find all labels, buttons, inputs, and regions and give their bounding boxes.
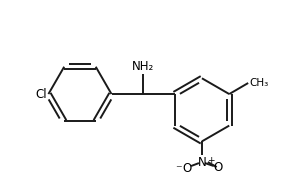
- Text: Cl: Cl: [36, 88, 47, 101]
- Text: +: +: [207, 156, 215, 165]
- Text: O: O: [213, 162, 222, 174]
- Text: N: N: [198, 156, 206, 169]
- Text: O: O: [183, 162, 192, 175]
- Text: NH₂: NH₂: [132, 60, 154, 73]
- Text: CH₃: CH₃: [249, 78, 268, 88]
- Text: ⁻: ⁻: [176, 163, 182, 176]
